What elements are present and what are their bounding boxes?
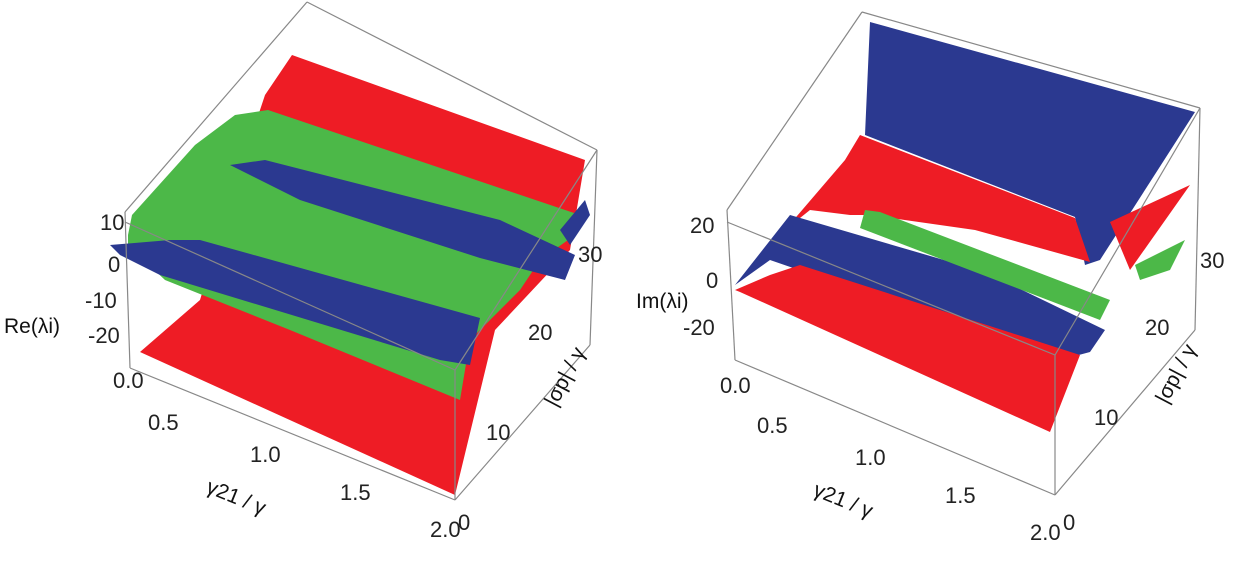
x-tick-label: 0.0 bbox=[720, 373, 751, 398]
surface-patch bbox=[735, 265, 1080, 432]
box-edge bbox=[1054, 107, 1201, 356]
y-tick-label: 10 bbox=[486, 420, 510, 445]
x-tick-label: 1.0 bbox=[250, 442, 281, 467]
y-tick-label: 0 bbox=[458, 510, 470, 535]
box-edge bbox=[734, 359, 1056, 496]
box-edge bbox=[124, 1, 308, 213]
x-tick-label: 2.0 bbox=[430, 517, 461, 542]
y-axis-label: |σp| / γ bbox=[540, 343, 590, 410]
surface-patch bbox=[735, 215, 1105, 360]
box-edge bbox=[124, 221, 456, 371]
z-tick-label: 0 bbox=[108, 252, 120, 277]
x-tick-label: 2.0 bbox=[1030, 520, 1061, 545]
x-axis-label: γ21 / γ bbox=[810, 478, 876, 523]
box-edge bbox=[726, 221, 1056, 356]
box-edge bbox=[124, 211, 131, 369]
box-edge bbox=[306, 1, 598, 151]
box-edge bbox=[454, 344, 591, 501]
surface-patch bbox=[1135, 240, 1185, 280]
box-edge bbox=[589, 149, 598, 346]
box-edge bbox=[726, 209, 736, 361]
surface-patch bbox=[865, 22, 1195, 265]
y-tick-label: 30 bbox=[578, 242, 602, 267]
z-tick-label: -20 bbox=[88, 323, 120, 348]
box-edge bbox=[129, 367, 456, 501]
re-lambda-plot: 0.00.51.01.52.00102030100-10-20Re(λi)γ21… bbox=[4, 1, 602, 542]
x-tick-label: 1.5 bbox=[340, 480, 371, 505]
surface-patch bbox=[560, 200, 590, 245]
surface-patch bbox=[110, 240, 480, 365]
z-tick-label: -20 bbox=[683, 315, 715, 340]
z-tick-label: 10 bbox=[100, 210, 124, 235]
box-edge bbox=[1054, 329, 1196, 496]
surface-patch bbox=[1110, 185, 1190, 270]
z-tick-label: -10 bbox=[85, 288, 117, 313]
box-edge bbox=[861, 11, 1201, 109]
x-tick-label: 0.0 bbox=[113, 368, 144, 393]
box-edge bbox=[1194, 107, 1201, 331]
z-tick-label: 20 bbox=[690, 213, 714, 238]
y-tick-label: 30 bbox=[1200, 248, 1224, 273]
z-tick-label: 0 bbox=[706, 268, 718, 293]
x-tick-label: 1.0 bbox=[855, 445, 886, 470]
y-tick-label: 10 bbox=[1094, 405, 1118, 430]
box-edge bbox=[726, 11, 863, 211]
y-tick-label: 20 bbox=[528, 320, 552, 345]
x-tick-label: 1.5 bbox=[945, 483, 976, 508]
x-tick-label: 0.5 bbox=[148, 410, 179, 435]
surface-patch bbox=[860, 210, 1110, 320]
y-tick-label: 20 bbox=[1145, 315, 1169, 340]
x-axis-label: γ21 / γ bbox=[203, 475, 269, 520]
z-axis-label: Im(λi) bbox=[636, 290, 688, 313]
y-tick-label: 0 bbox=[1063, 510, 1075, 535]
z-axis-label: Re(λi) bbox=[4, 315, 60, 338]
surface-patch bbox=[230, 160, 575, 280]
surface-patch bbox=[785, 135, 1090, 262]
box-edge bbox=[454, 149, 598, 371]
x-tick-label: 0.5 bbox=[757, 413, 788, 438]
